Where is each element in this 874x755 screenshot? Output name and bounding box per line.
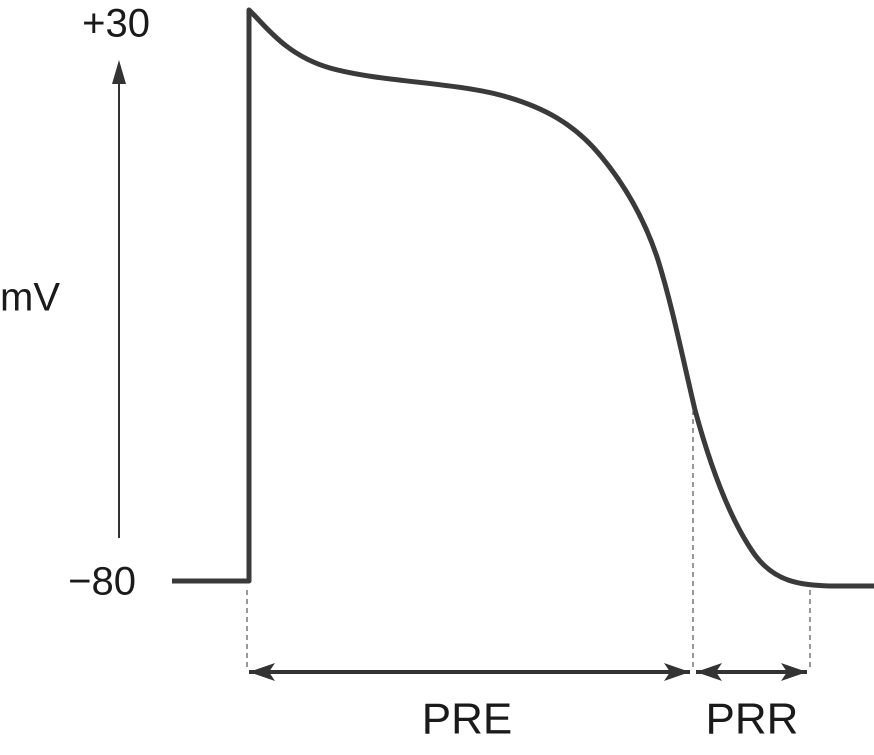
interval-label: PRR — [706, 695, 799, 744]
axis-unit-label: mV — [0, 276, 60, 320]
bottom-voltage-label: −80 — [68, 560, 136, 604]
action-potential-curve — [172, 7, 874, 589]
interval-label: PRE — [422, 695, 512, 744]
axis-arrowhead — [112, 60, 126, 84]
top-voltage-label: +30 — [82, 2, 150, 46]
